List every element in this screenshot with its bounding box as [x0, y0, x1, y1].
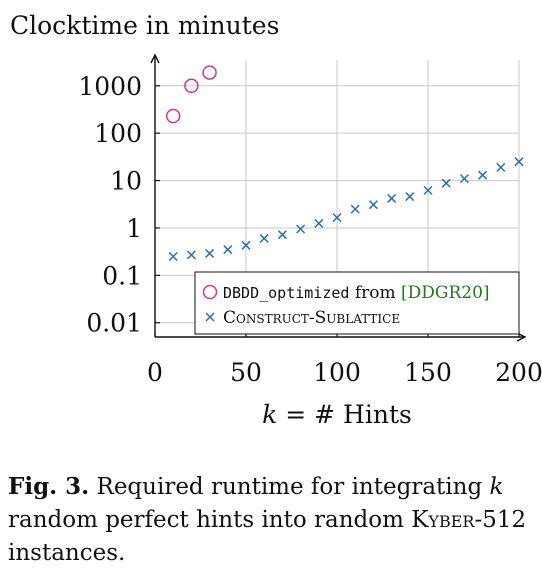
x-tick-labels: 0 50 100 150 200 [147, 358, 542, 387]
x-axis-arrow [516, 332, 527, 342]
data-point [259, 233, 269, 243]
data-point [423, 185, 433, 195]
chart-title: Clocktime in minutes [10, 11, 279, 40]
y-tick-label: 10 [110, 167, 142, 196]
caption-var: k [489, 474, 504, 500]
legend-entry-2: Construct-Sublattice [223, 308, 400, 328]
data-point [350, 204, 360, 214]
data-point [168, 251, 178, 262]
data-point [496, 162, 506, 172]
y-tick-label: 0.01 [86, 309, 142, 338]
legend-marker-circle [202, 284, 218, 300]
caption-text-3: -512 instances. [8, 507, 527, 566]
data-point [405, 192, 415, 202]
data-point [387, 193, 397, 203]
data-point [296, 224, 306, 234]
figure-caption: Fig. 3. Required runtime for integrating… [8, 470, 528, 570]
x-tick-label: 100 [313, 358, 361, 387]
data-point [441, 178, 451, 188]
data-point [368, 200, 378, 210]
data-point [459, 174, 469, 184]
y-tick-label: 0.1 [102, 261, 142, 290]
data-points [165, 65, 524, 262]
data-point [223, 245, 233, 255]
data-point [202, 65, 217, 80]
caption-text-1: Required runtime for integrating [96, 474, 490, 500]
data-point [205, 248, 215, 258]
y-tick-label: 100 [94, 119, 142, 148]
y-tick-labels: 0.01 0.1 1 10 100 1000 [78, 72, 142, 338]
data-point [332, 213, 342, 223]
x-tick-label: 200 [495, 358, 542, 387]
data-point [186, 250, 196, 260]
data-point [241, 240, 251, 250]
caption-text-2: random perfect hints into random [8, 507, 412, 533]
y-axis-arrow [150, 53, 160, 64]
x-tick-label: 50 [230, 358, 262, 387]
x-axis-label: k = # Hints [262, 400, 412, 429]
data-point [277, 230, 287, 240]
legend-marker-x [205, 312, 215, 322]
caption-fig-label: Fig. 3. [8, 473, 90, 500]
y-tick-label: 1000 [78, 72, 142, 101]
data-point [184, 78, 199, 94]
x-tick-label: 0 [147, 358, 163, 387]
x-tick-label: 150 [404, 358, 452, 387]
legend: DBDD_optimized from [DDGR20] Construct-Su… [194, 271, 520, 335]
data-point [514, 157, 524, 167]
series-1 [165, 65, 217, 124]
data-point [314, 218, 324, 228]
y-tick-label: 1 [126, 214, 142, 243]
data-point [165, 108, 181, 124]
caption-kyber: Kyber [411, 507, 475, 533]
data-point [478, 170, 488, 180]
legend-entry-1: DBDD_optimized from [DDGR20] [223, 283, 490, 303]
series-2 [168, 157, 524, 262]
legend-box [194, 271, 520, 335]
